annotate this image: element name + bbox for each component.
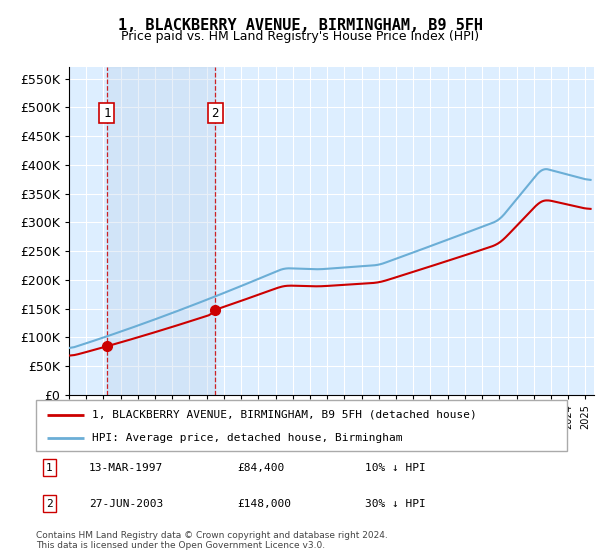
Text: 30% ↓ HPI: 30% ↓ HPI xyxy=(365,498,426,508)
Text: 2: 2 xyxy=(46,498,53,508)
Text: £148,000: £148,000 xyxy=(238,498,292,508)
Text: 1: 1 xyxy=(46,463,53,473)
Text: £84,400: £84,400 xyxy=(238,463,285,473)
Text: Price paid vs. HM Land Registry's House Price Index (HPI): Price paid vs. HM Land Registry's House … xyxy=(121,30,479,43)
FancyBboxPatch shape xyxy=(36,400,567,451)
Text: 27-JUN-2003: 27-JUN-2003 xyxy=(89,498,163,508)
Text: Contains HM Land Registry data © Crown copyright and database right 2024.
This d: Contains HM Land Registry data © Crown c… xyxy=(36,531,388,550)
Text: 1, BLACKBERRY AVENUE, BIRMINGHAM, B9 5FH: 1, BLACKBERRY AVENUE, BIRMINGHAM, B9 5FH xyxy=(118,18,482,33)
Text: 2: 2 xyxy=(212,106,219,120)
Bar xyxy=(107,67,215,395)
Text: 13-MAR-1997: 13-MAR-1997 xyxy=(89,463,163,473)
Text: HPI: Average price, detached house, Birmingham: HPI: Average price, detached house, Birm… xyxy=(92,433,402,443)
Text: 1, BLACKBERRY AVENUE, BIRMINGHAM, B9 5FH (detached house): 1, BLACKBERRY AVENUE, BIRMINGHAM, B9 5FH… xyxy=(92,409,476,419)
Text: 10% ↓ HPI: 10% ↓ HPI xyxy=(365,463,426,473)
Text: 1: 1 xyxy=(103,106,110,120)
